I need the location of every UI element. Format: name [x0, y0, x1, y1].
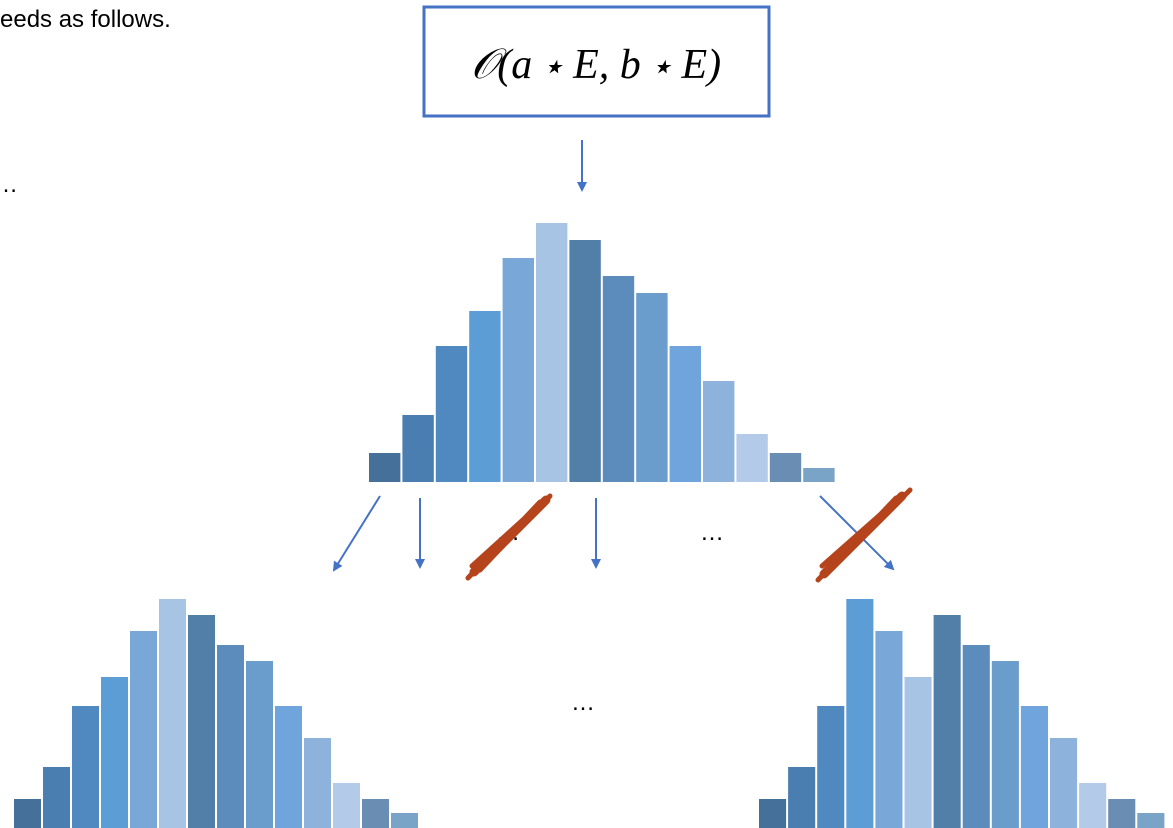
histogram-bar [1021, 706, 1048, 828]
histogram-bar [759, 799, 786, 828]
histogram [759, 599, 1164, 828]
histogram-bar [875, 631, 902, 828]
histogram-bar [188, 615, 215, 828]
histogram-bar [703, 381, 734, 482]
histogram-bar [536, 223, 567, 482]
diagram: eeds as follows. … 𝒪(a ⋆ E, b ⋆ E) … … … [0, 0, 1173, 828]
histogram-bar [275, 706, 302, 828]
histogram-bar [736, 434, 767, 482]
histogram-bar [770, 453, 801, 482]
side-ellipsis: … [0, 171, 18, 198]
histogram-bar [1137, 813, 1164, 828]
histogram-bar [130, 631, 157, 828]
histogram-bar [72, 706, 99, 828]
histogram-bar [217, 645, 244, 828]
ellipsis: … [571, 689, 595, 716]
histogram-bar [846, 599, 873, 828]
histogram-bar [159, 599, 186, 828]
histogram-bar [788, 767, 815, 828]
histogram-bar [803, 468, 834, 482]
strike-mark [468, 496, 550, 578]
histogram-bar [436, 346, 467, 482]
histogram-bar [402, 415, 433, 482]
formula: 𝒪(a ⋆ E, b ⋆ E) [471, 42, 721, 88]
histogram-bar [362, 799, 389, 828]
histogram-bar [101, 677, 128, 828]
histogram-bar [670, 346, 701, 482]
histogram-bar [636, 293, 667, 482]
intro-text: eeds as follows. [0, 6, 171, 33]
histogram-bar [469, 311, 500, 482]
histogram-bar [1050, 738, 1077, 828]
histogram-bar [14, 799, 41, 828]
histogram-bar [905, 677, 932, 828]
histogram-bar [43, 767, 70, 828]
histogram-bar [369, 453, 400, 482]
histogram-bar [304, 738, 331, 828]
histogram-bar [934, 615, 961, 828]
histogram-bar [963, 645, 990, 828]
histogram-bar [1079, 783, 1106, 828]
ellipsis: … [700, 519, 724, 546]
histogram-bar [246, 661, 273, 828]
histogram-bar [391, 813, 418, 828]
histogram-bar [503, 258, 534, 482]
histogram-bar [603, 276, 634, 482]
histogram-bar [817, 706, 844, 828]
strike-mark [818, 490, 910, 580]
histogram-bar [1108, 799, 1135, 828]
histogram [14, 599, 418, 828]
histogram [369, 223, 835, 482]
histogram-bar [992, 661, 1019, 828]
histogram-bar [569, 240, 600, 482]
histogram-bar [333, 783, 360, 828]
arrow [334, 496, 380, 570]
